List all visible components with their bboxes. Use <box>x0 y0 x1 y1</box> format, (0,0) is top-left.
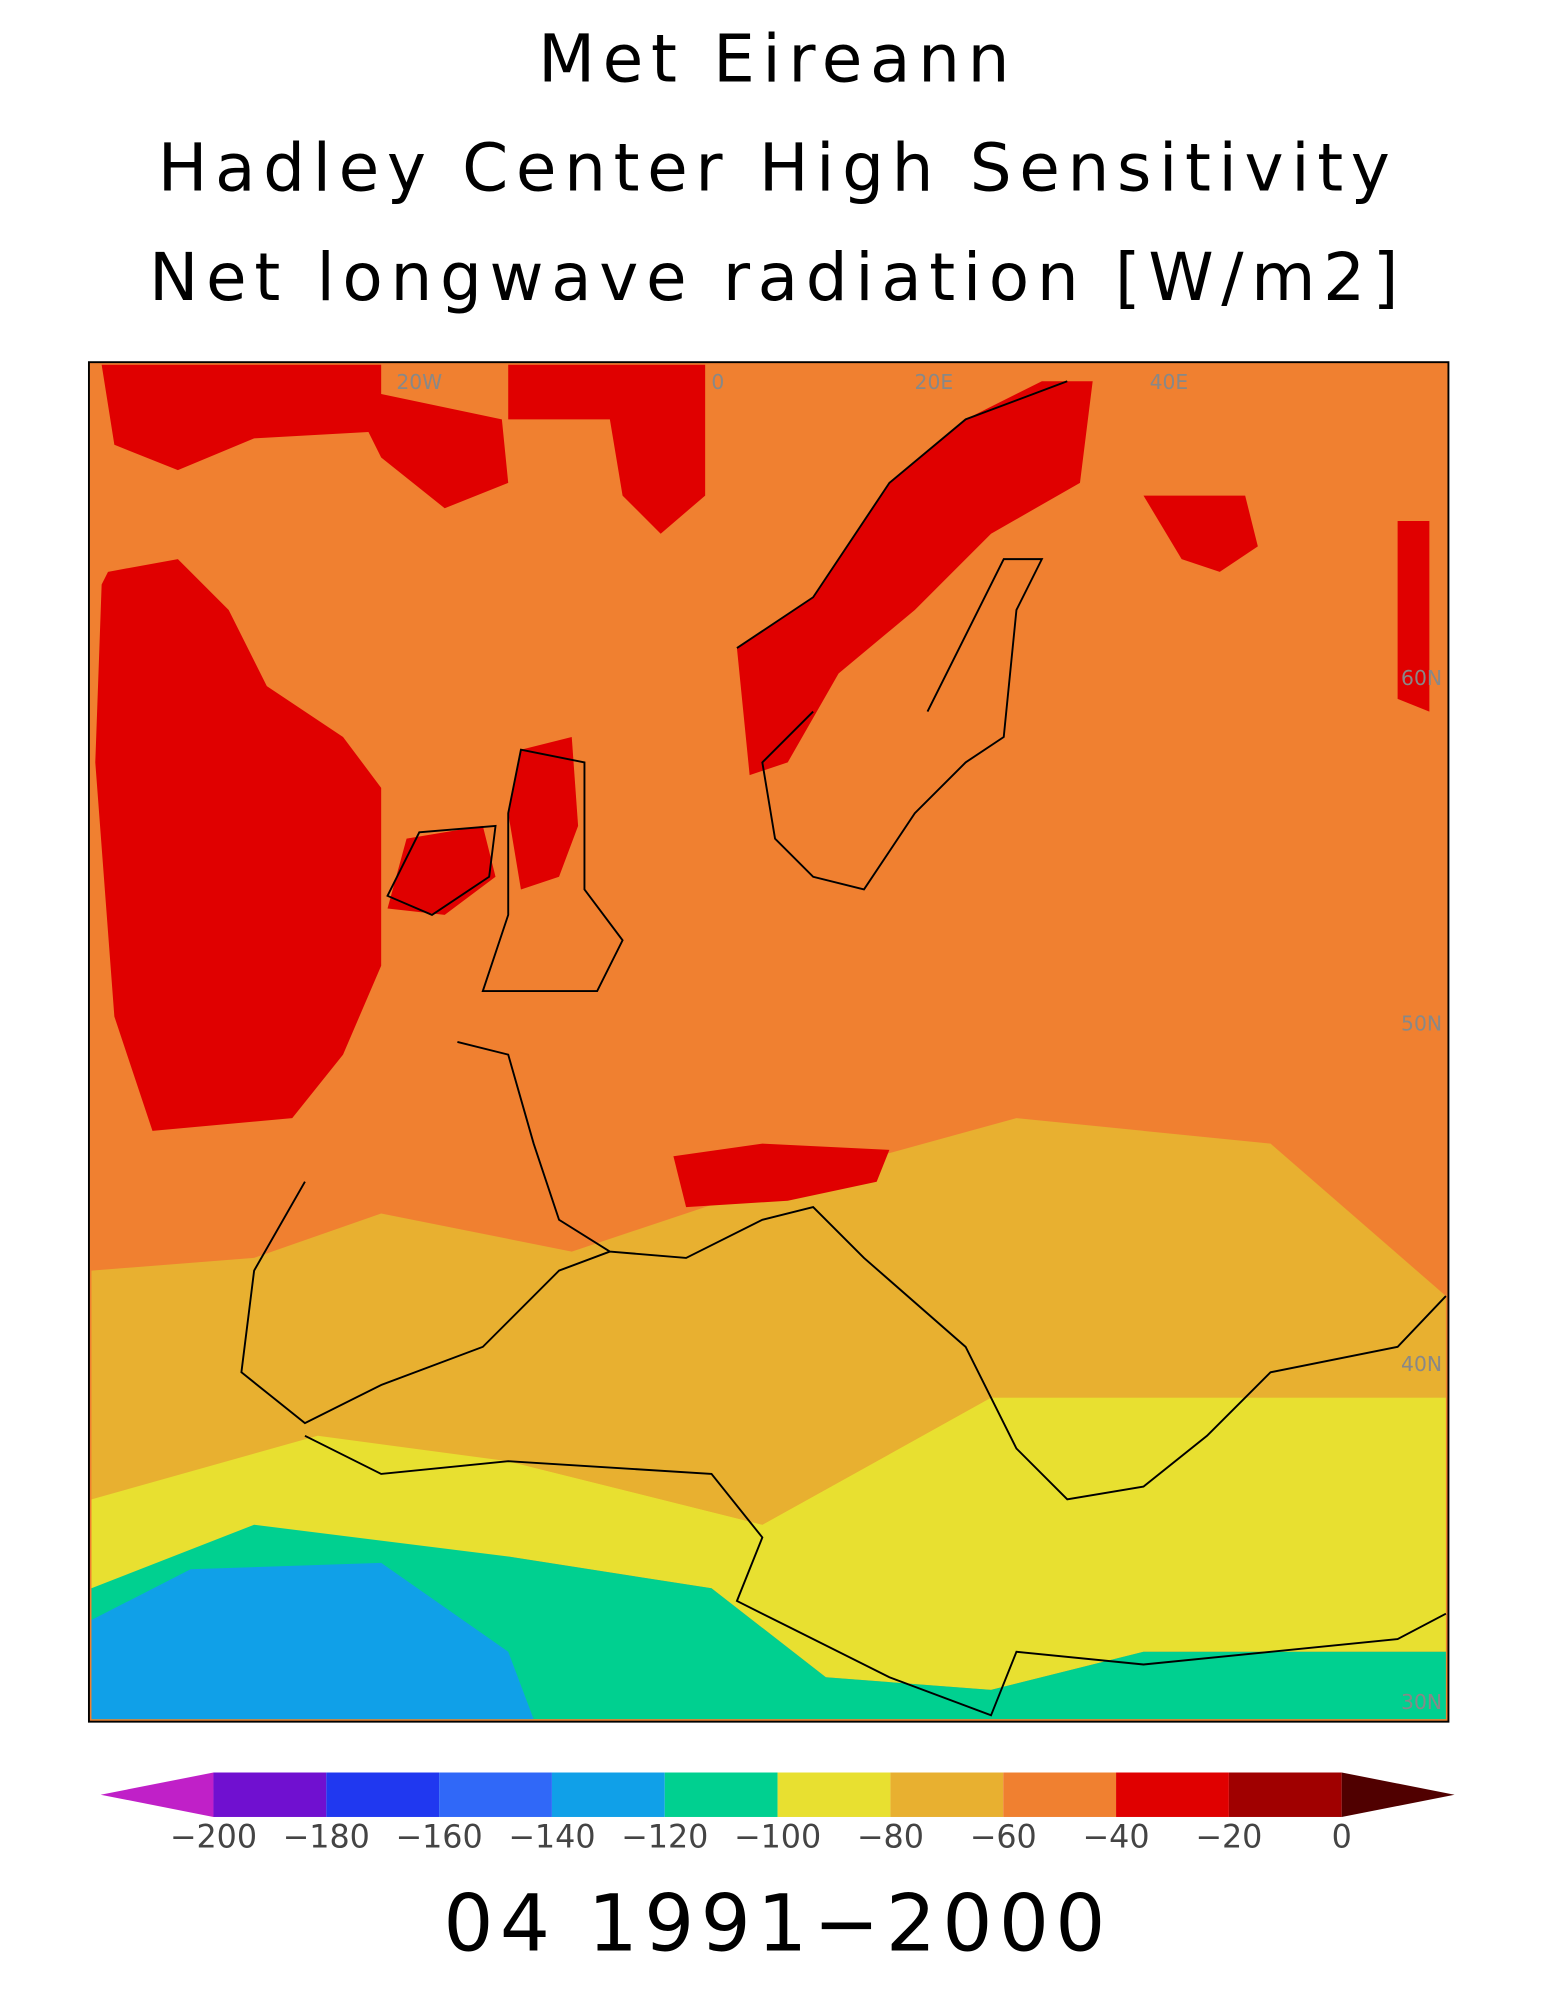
lat-label: 60N <box>1401 666 1442 690</box>
region <box>387 825 496 915</box>
colorbar-label: −20 <box>1195 1819 1262 1855</box>
region <box>91 1562 534 1720</box>
region <box>91 1118 1446 1525</box>
colorbar-label: −100 <box>734 1819 821 1855</box>
map: 20W 0 20E 40E 60N 50N 40N 30N <box>87 361 1450 1723</box>
title-line: Met Eireann <box>538 20 1017 97</box>
colorbar-segment <box>326 1772 440 1817</box>
region <box>508 364 706 534</box>
colorbar-segment <box>890 1772 1004 1817</box>
lon-label: 20W <box>396 370 442 394</box>
colorbar-label: −60 <box>970 1819 1037 1855</box>
lat-label: 40N <box>1401 1352 1442 1376</box>
colorbar-label: −140 <box>508 1819 595 1855</box>
region <box>1397 520 1430 712</box>
region <box>95 559 382 1131</box>
region <box>508 736 579 890</box>
colorbar-segment <box>213 1772 327 1817</box>
colorbar-segment <box>439 1772 552 1817</box>
region <box>101 364 509 509</box>
region <box>673 1143 890 1208</box>
colorbar-label: −200 <box>170 1819 257 1855</box>
colorbar-segment <box>1116 1772 1229 1817</box>
region <box>1143 495 1258 572</box>
coastline <box>240 380 1447 1717</box>
colorbar-end <box>100 1772 214 1817</box>
lat-label: 50N <box>1401 1011 1442 1035</box>
colorbar-segment <box>1228 1772 1342 1817</box>
period: 04 1991−2000 <box>443 1877 1111 1969</box>
lon-label: 0 <box>711 370 724 394</box>
colorbar-label: −120 <box>621 1819 708 1855</box>
colorbar-segment <box>1003 1772 1117 1817</box>
colorbar-end <box>1341 1772 1455 1817</box>
region <box>736 381 1093 776</box>
map-frame <box>87 361 1450 1723</box>
colorbar-label: −40 <box>1083 1819 1150 1855</box>
colorbar-segment <box>777 1772 891 1817</box>
lat-label: 30N <box>1401 1690 1442 1714</box>
colorbar-label: −80 <box>857 1819 924 1855</box>
lon-label: 40E <box>1150 370 1189 394</box>
colorbar-label: −180 <box>283 1819 370 1855</box>
colorbar: −200 −180 −160 −140 −120 −100 −80 −60 −40 −20 0 <box>100 1772 1455 1855</box>
title-line: Net longwave radiation [W/m2] <box>149 239 1406 316</box>
region <box>91 1397 1446 1690</box>
colorbar-label: 0 <box>1332 1819 1352 1855</box>
title-line: Hadley Center High Sensitivity <box>158 130 1398 207</box>
colorbar-segment <box>664 1772 778 1817</box>
colorbar-label: −160 <box>395 1819 482 1855</box>
lon-label: 20E <box>915 370 954 394</box>
colorbar-segment <box>551 1772 665 1817</box>
